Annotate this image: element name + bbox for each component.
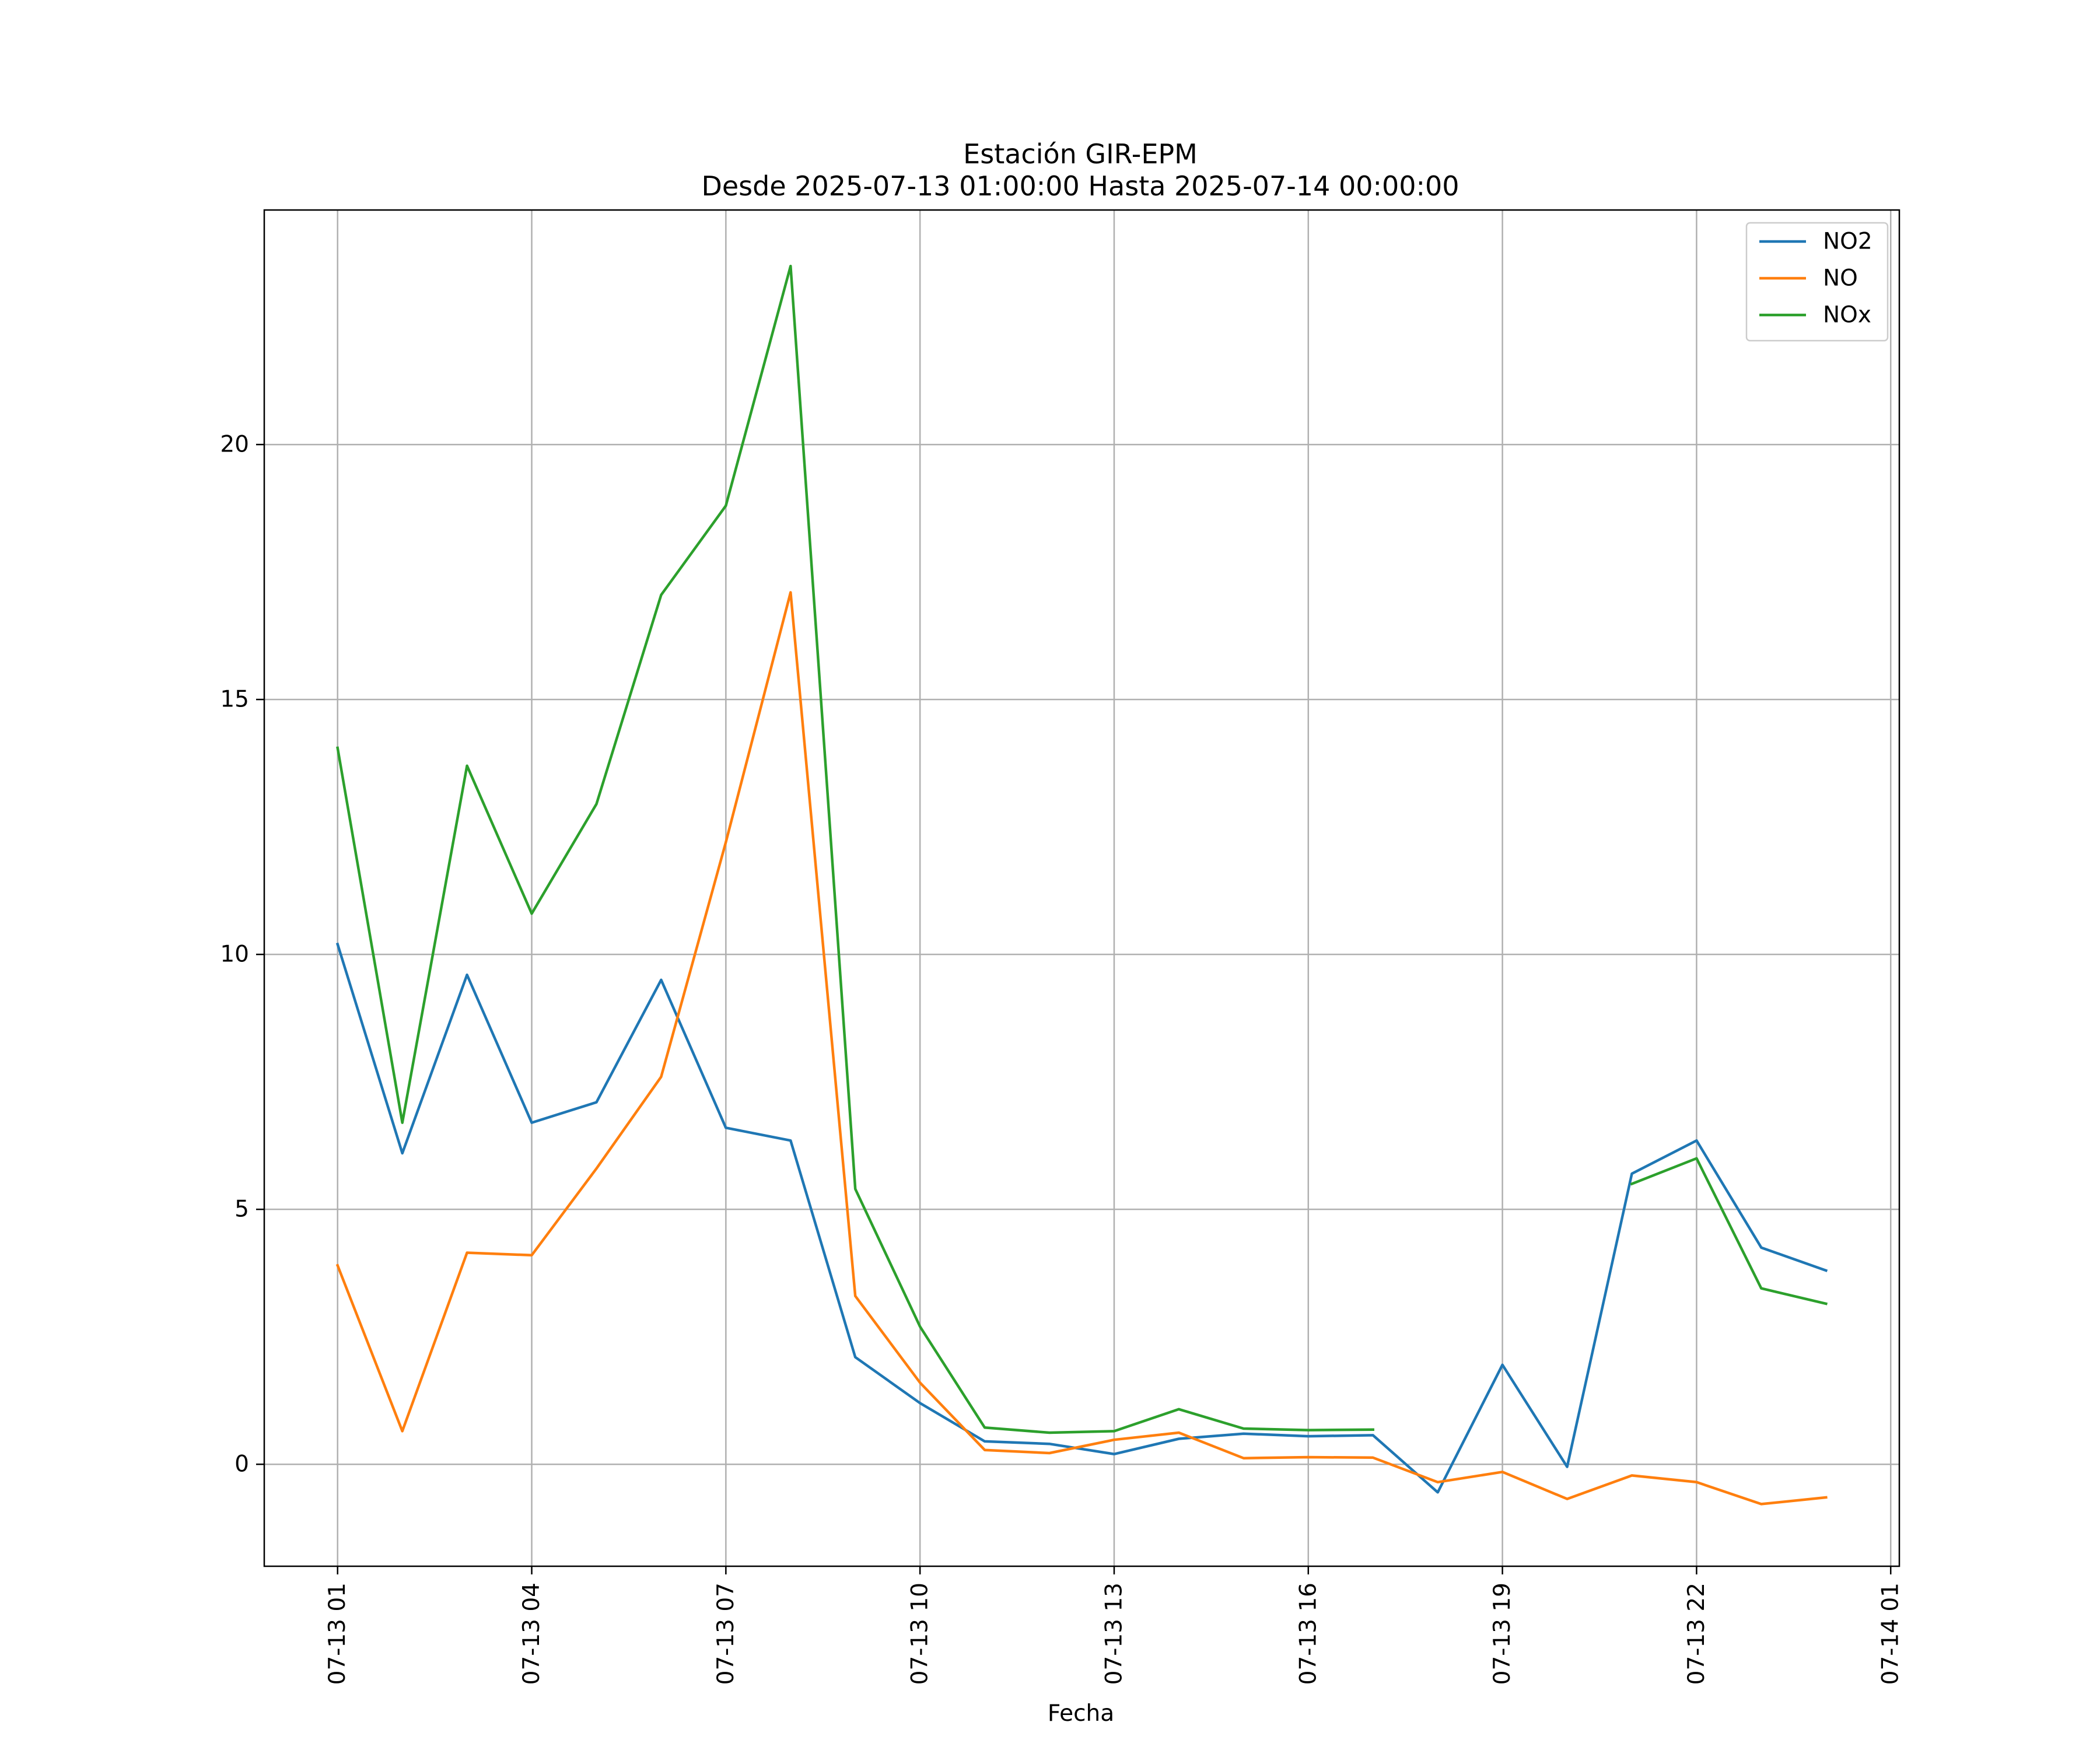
x-tick-label: 07-14 01 bbox=[1878, 1583, 1904, 1685]
x-tick-label: 07-13 22 bbox=[1684, 1583, 1710, 1685]
legend-frame bbox=[1745, 222, 1889, 342]
series-line-nox bbox=[336, 264, 1828, 1434]
chart-title: Estación GIR-EPM bbox=[963, 138, 1198, 170]
x-tick-label: 07-13 16 bbox=[1295, 1583, 1321, 1685]
legend-label-nox: NOx bbox=[1823, 302, 1871, 328]
y-tick-label: 10 bbox=[220, 942, 249, 968]
chart-subtitle: Desde 2025-07-13 01:00:00 Hasta 2025-07-… bbox=[701, 170, 1459, 202]
y-tick-label: 15 bbox=[220, 687, 249, 713]
legend-label-no2: NO2 bbox=[1823, 229, 1873, 255]
x-axis-label: Fecha bbox=[1048, 1700, 1114, 1727]
plot-frame bbox=[263, 209, 1901, 1567]
grid-lines bbox=[264, 210, 1899, 1566]
legend-label-no: NO bbox=[1823, 265, 1858, 292]
series-lines bbox=[335, 264, 1828, 1506]
x-tick-label: 07-13 04 bbox=[519, 1583, 545, 1685]
legend: NO2 NO NOx bbox=[1745, 222, 1889, 342]
y-axis: 0 5 10 15 20 bbox=[220, 432, 264, 1478]
series-line-no2 bbox=[335, 942, 1828, 1494]
y-tick-label: 0 bbox=[235, 1451, 249, 1478]
series-line-no bbox=[335, 591, 1828, 1506]
x-tick-label: 07-13 13 bbox=[1101, 1583, 1127, 1685]
x-axis: 07-13 01 07-13 04 07-13 07 07-13 10 07-13 13… bbox=[324, 1566, 1904, 1685]
y-tick-label: 20 bbox=[220, 432, 249, 458]
x-tick-label: 07-13 19 bbox=[1489, 1583, 1516, 1685]
x-tick-label: 07-13 10 bbox=[907, 1583, 933, 1685]
x-tick-label: 07-13 07 bbox=[713, 1583, 739, 1685]
x-tick-label: 07-13 01 bbox=[324, 1583, 351, 1685]
y-tick-label: 5 bbox=[235, 1196, 249, 1223]
